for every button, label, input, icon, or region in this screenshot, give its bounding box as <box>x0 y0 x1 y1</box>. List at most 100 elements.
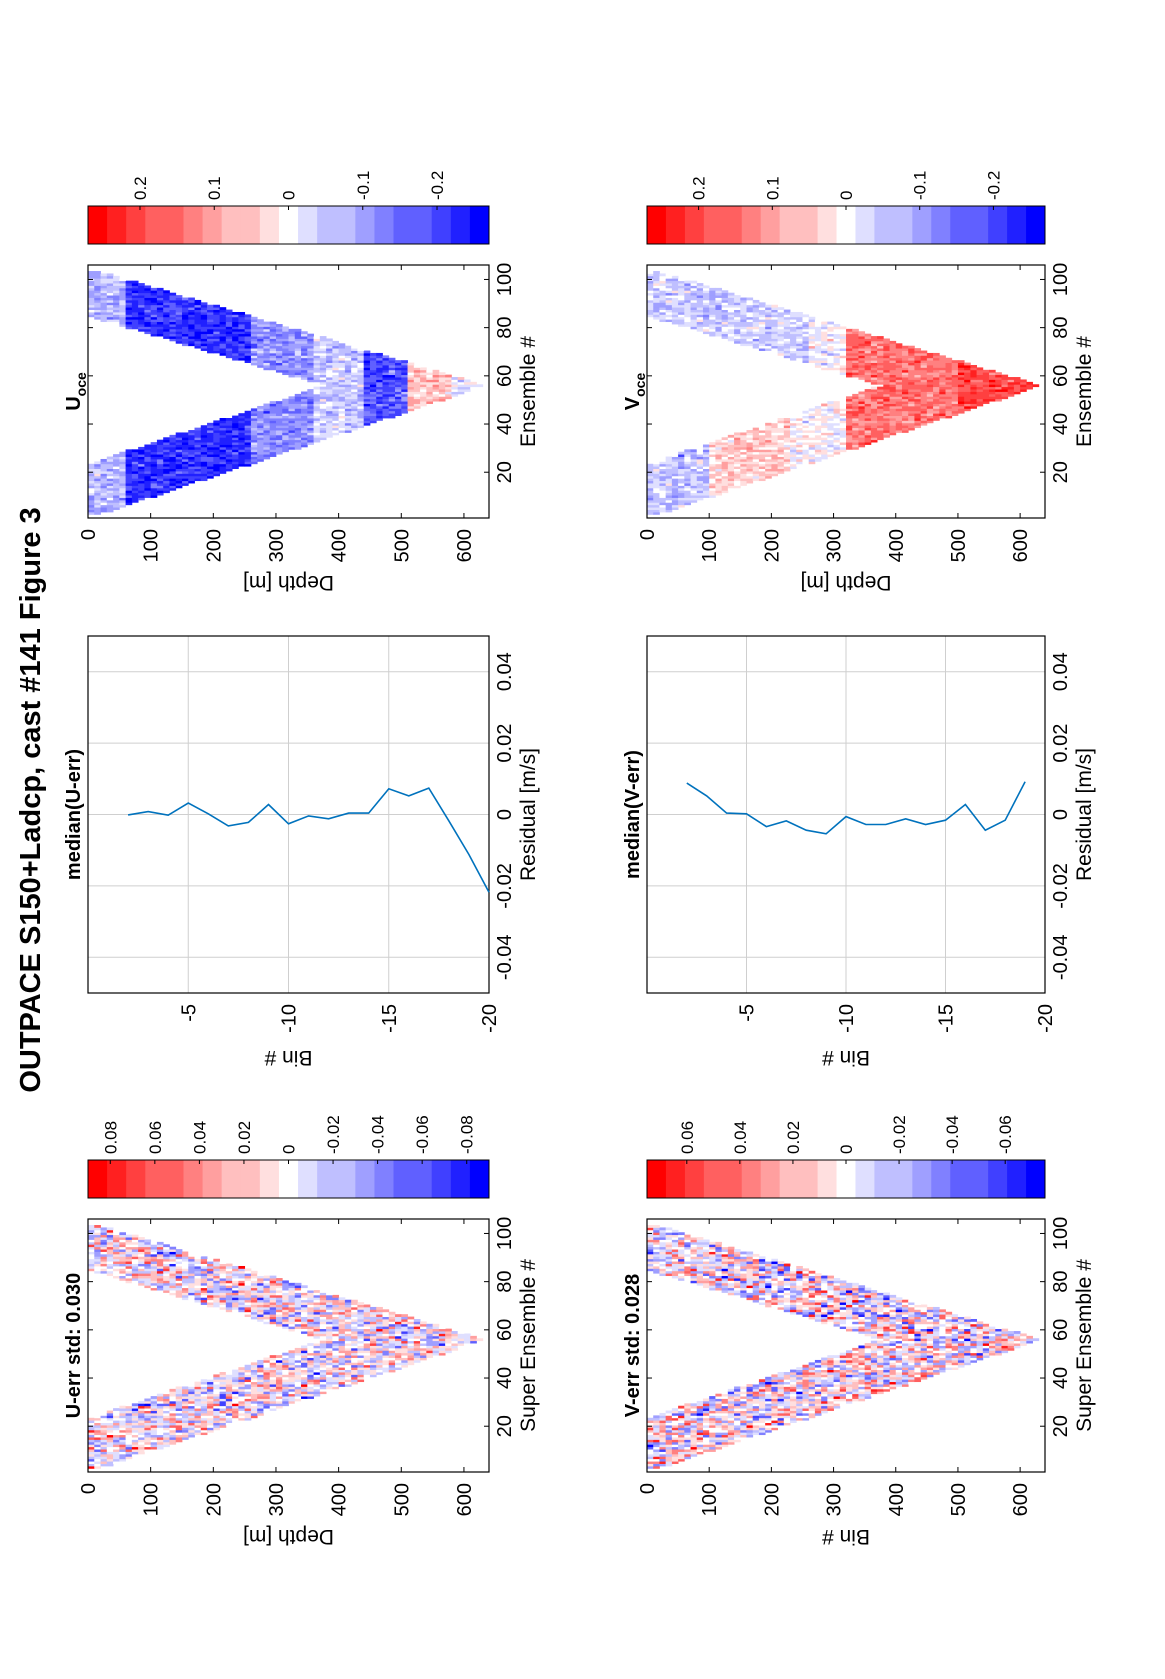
heatmap-cell <box>319 1345 327 1349</box>
heatmap-cell <box>438 1331 446 1334</box>
heatmap-cell <box>163 1290 170 1293</box>
heatmap-cell <box>113 285 120 289</box>
heatmap-cell <box>401 1364 408 1368</box>
heatmap-cell <box>144 1422 152 1426</box>
heatmap-cell <box>106 1451 114 1455</box>
heatmap-cell <box>106 499 114 503</box>
heatmap-cell <box>432 384 440 388</box>
heatmap-cell <box>113 1270 120 1274</box>
heatmap-cell <box>200 1396 208 1399</box>
heatmap-cell <box>250 331 258 335</box>
heatmap-cell <box>319 1335 327 1339</box>
heatmap-cell <box>401 381 408 385</box>
heatmap-cell <box>207 343 214 347</box>
heatmap-cell <box>746 1408 754 1411</box>
heatmap-cell <box>163 1268 170 1272</box>
heatmap-cell <box>163 311 170 315</box>
heatmap-cell <box>257 352 264 356</box>
heatmap-cell <box>294 1391 302 1395</box>
heatmap-cell <box>338 1314 346 1317</box>
heatmap-cell <box>313 348 321 351</box>
heatmap-cell <box>702 1408 710 1411</box>
heatmap-cell <box>94 504 101 508</box>
heatmap-cell <box>181 324 189 327</box>
heatmap-cell <box>263 444 271 448</box>
heatmap-cell <box>100 280 108 284</box>
heatmap-cell <box>200 1403 208 1407</box>
heatmap-cell <box>357 377 365 380</box>
heatmap-cell <box>181 466 189 470</box>
heatmap-cell <box>175 1280 183 1284</box>
heatmap-cell <box>119 309 126 313</box>
heatmap-cell <box>194 1256 202 1260</box>
heatmap-cell <box>156 1263 164 1267</box>
heatmap-cell <box>94 1425 101 1428</box>
heatmap-cell <box>94 1422 101 1426</box>
heatmap-cell <box>740 1420 747 1424</box>
colorbar-tick-label: -0.06 <box>413 1115 432 1154</box>
heatmap-cell <box>344 422 352 426</box>
heatmap-cell <box>269 403 277 407</box>
heatmap-cell <box>758 1420 766 1424</box>
heatmap-cell <box>338 1321 346 1325</box>
heatmap-cell <box>313 357 321 361</box>
heatmap-cell <box>332 401 340 404</box>
heatmap-cell <box>163 302 170 306</box>
heatmap-cell <box>344 408 352 412</box>
heatmap-cell <box>232 422 239 426</box>
heatmap-cell <box>150 1437 158 1440</box>
heatmap-cell <box>94 1415 101 1419</box>
heatmap-cell <box>250 1299 258 1303</box>
heatmap-cell <box>684 1417 691 1421</box>
heatmap-cell <box>715 1439 723 1443</box>
heatmap-cell <box>138 456 145 460</box>
heatmap-cell <box>765 1420 772 1424</box>
heatmap-cell <box>301 338 308 342</box>
heatmap-cell <box>369 357 377 361</box>
heatmap-cell <box>238 1278 246 1281</box>
heatmap-cell <box>100 1449 108 1452</box>
heatmap-cell <box>438 374 446 378</box>
heatmap-cell <box>244 454 252 457</box>
heatmap-cell <box>238 333 246 337</box>
heatmap-cell <box>388 1331 396 1334</box>
heatmap-cell <box>119 297 126 301</box>
heatmap-cell <box>194 466 202 470</box>
heatmap-cell <box>376 1357 383 1361</box>
heatmap-cell <box>369 1350 377 1354</box>
heatmap-cell <box>702 1417 710 1421</box>
heatmap-cell <box>319 1381 327 1385</box>
heatmap-cell <box>294 442 302 445</box>
heatmap-cell <box>88 1265 95 1269</box>
heatmap-cell <box>332 377 340 380</box>
heatmap-cell <box>401 1362 408 1366</box>
heatmap-cell <box>131 487 139 491</box>
heatmap-cell <box>376 352 383 356</box>
heatmap-cell <box>413 396 421 400</box>
heatmap-cell <box>263 1408 271 1411</box>
heatmap-cell <box>369 374 377 378</box>
heatmap-cell <box>432 381 440 385</box>
heatmap-cell <box>100 1270 108 1274</box>
heatmap-cell <box>319 1369 327 1373</box>
heatmap-cell <box>338 430 346 433</box>
heatmap-cell <box>219 1422 227 1426</box>
heatmap-cell <box>181 1261 189 1264</box>
heatmap-cell <box>445 1335 452 1339</box>
heatmap-cell <box>313 1306 321 1310</box>
heatmap-cell <box>659 1420 667 1424</box>
heatmap-cell <box>746 1422 754 1426</box>
heatmap-cell <box>257 430 264 433</box>
heatmap-cell <box>288 348 296 351</box>
heatmap-cell <box>156 468 164 472</box>
heatmap-cell <box>420 398 427 402</box>
heatmap-cell <box>282 408 289 412</box>
heatmap-cell <box>188 458 195 462</box>
heatmap-cell <box>100 473 108 477</box>
heatmap-cell <box>119 1246 126 1250</box>
heatmap-cell <box>796 1408 803 1411</box>
heatmap-cell <box>288 1328 296 1332</box>
heatmap-cell <box>765 1412 772 1416</box>
heatmap-cell <box>269 1405 277 1409</box>
heatmap-cell <box>684 1444 691 1448</box>
